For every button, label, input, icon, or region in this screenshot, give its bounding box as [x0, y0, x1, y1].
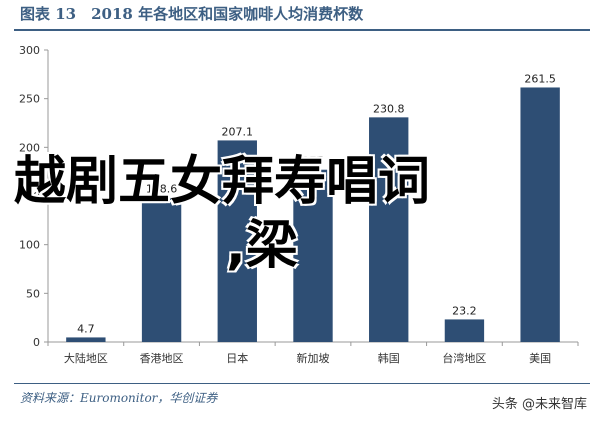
value-label: 261.5 — [524, 72, 556, 85]
bar — [217, 140, 257, 342]
x-tick-label: 日本 — [226, 351, 248, 365]
x-tick-label: 台湾地区 — [442, 351, 486, 365]
y-tick-label: 0 — [33, 336, 40, 349]
y-tick-label: 150 — [19, 190, 40, 203]
bar — [66, 337, 106, 342]
overlay-line-2: ,梁 — [226, 216, 298, 276]
value-label: 148.6 — [146, 182, 178, 195]
x-tick-label: 新加坡 — [297, 351, 330, 365]
bar — [369, 117, 409, 342]
title-divider — [14, 29, 590, 31]
value-label: 207.1 — [222, 125, 254, 138]
y-tick-label: 300 — [19, 44, 40, 57]
value-label: 177 — [303, 155, 324, 168]
y-tick-label: 50 — [26, 287, 40, 300]
x-tick-label: 韩国 — [378, 351, 400, 365]
x-tick-label: 香港地区 — [140, 352, 184, 365]
bar — [141, 197, 182, 342]
y-tick-label: 100 — [19, 239, 40, 252]
bar — [293, 169, 333, 342]
source-note: 资料来源：Euromonitor，华创证券 — [20, 391, 218, 405]
overlay-caption-2: ,梁 — [226, 214, 603, 278]
x-tick-label: 美国 — [529, 352, 551, 365]
bar — [520, 87, 560, 343]
bar — [444, 319, 485, 342]
overlay-caption: 越剧五女拜寿唱词 — [14, 150, 603, 214]
footer-divider — [14, 383, 590, 384]
value-label: 230.8 — [373, 102, 405, 115]
y-tick-label: 200 — [19, 141, 40, 154]
overlay-line-1: 越剧五女拜寿唱词 — [14, 152, 431, 212]
chart-title: 图表 13 2018 年各地区和国家咖啡人均消费杯数 — [20, 5, 364, 23]
brand-watermark: 头条 @未来智库 — [491, 397, 587, 412]
value-label: 23.2 — [452, 304, 477, 317]
value-label: 4.7 — [77, 322, 95, 335]
x-tick-label: 大陆地区 — [64, 351, 108, 365]
y-tick-label: 250 — [19, 93, 40, 106]
